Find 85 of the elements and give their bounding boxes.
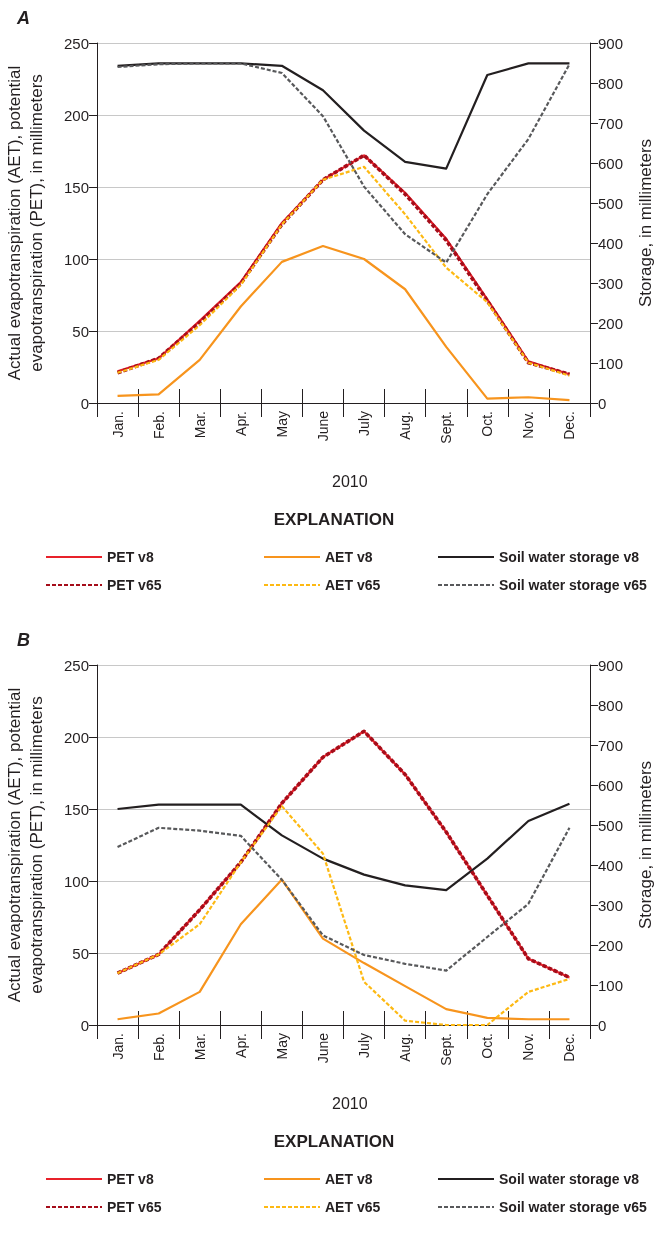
y2-tick-label: 400 xyxy=(598,234,624,252)
y2-tick-label: 600 xyxy=(598,776,624,794)
y-tick-label: 250 xyxy=(63,656,89,674)
y2-tick-label: 900 xyxy=(598,34,624,52)
y-axis-title: Actual evapotranspiration (AET), potential evapotranspiration (PET), in millimeters xyxy=(4,65,46,381)
y-tick-label: 200 xyxy=(63,728,89,746)
x-tick-label: Feb. xyxy=(150,1033,167,1062)
y2-tick-label: 200 xyxy=(598,936,624,954)
x-tick-label: Nov. xyxy=(520,411,537,439)
x-tick-label: Aug. xyxy=(397,411,414,440)
y-axis-title: Actual evapotranspiration (AET), potential evapotranspiration (PET), in millimeters xyxy=(4,687,46,1003)
legend-label: PET v8 xyxy=(107,549,154,565)
x-tick-label: Mar. xyxy=(191,411,208,439)
y2-tick-label: 200 xyxy=(598,314,624,332)
line-series xyxy=(116,62,571,170)
x-tick-label: Aug. xyxy=(397,1033,414,1062)
line-series xyxy=(116,826,571,972)
line-series xyxy=(116,244,571,402)
x-tick-label: Sept. xyxy=(438,1033,455,1066)
x-tick-label: Jan. xyxy=(109,1033,126,1060)
x-tick-label: May xyxy=(273,1033,290,1060)
x-tick-label: May xyxy=(273,411,290,438)
y2-tick-label: 400 xyxy=(598,856,624,874)
x-tick-label: Feb. xyxy=(150,411,167,440)
line-series xyxy=(116,878,571,1021)
y-tick-label: 50 xyxy=(72,944,89,962)
legend-label: Soil water storage v65 xyxy=(499,577,648,593)
y-tick-label: 100 xyxy=(63,250,89,268)
x-tick-label: Apr. xyxy=(232,1033,249,1058)
y2-axis-title: Storage, in millimeters xyxy=(635,760,655,930)
y2-tick-label: 500 xyxy=(598,816,624,834)
legend-label: PET v65 xyxy=(107,577,162,593)
x-tick-label: Dec. xyxy=(561,1033,578,1062)
line-series xyxy=(116,805,571,1027)
legend-label: AET v65 xyxy=(325,577,381,593)
y-tick-label: 0 xyxy=(80,394,89,412)
legend-label: AET v65 xyxy=(325,1199,381,1215)
y2-tick-label: 800 xyxy=(598,74,624,92)
y2-tick-label: 100 xyxy=(598,354,624,372)
line-series xyxy=(116,62,571,264)
y2-tick-label: 100 xyxy=(598,976,624,994)
x-tick-label: June xyxy=(314,1032,331,1064)
x-tick-label: Nov. xyxy=(520,1033,537,1061)
x-axis-title: 2010 xyxy=(332,1094,368,1112)
y2-axis-title: Storage, in millimeters xyxy=(635,138,655,308)
y2-tick-label: 300 xyxy=(598,896,624,914)
x-tick-label: Dec. xyxy=(561,411,578,440)
y2-tick-label: 800 xyxy=(598,696,624,714)
x-tick-label: June xyxy=(314,410,331,442)
legend-label: Soil water storage v8 xyxy=(499,1171,640,1187)
y2-tick-label: 0 xyxy=(598,1016,607,1034)
legend-label: AET v8 xyxy=(325,1171,373,1187)
y-tick-label: 50 xyxy=(72,322,89,340)
y2-tick-label: 700 xyxy=(598,114,624,132)
x-tick-label: Sept. xyxy=(438,411,455,444)
line-series xyxy=(116,802,571,892)
x-tick-label: Mar. xyxy=(191,1033,208,1061)
x-tick-label: Oct. xyxy=(479,1033,496,1059)
y-tick-label: 250 xyxy=(63,34,89,52)
legend-label: PET v8 xyxy=(107,1171,154,1187)
y2-tick-label: 600 xyxy=(598,154,624,172)
y-tick-label: 100 xyxy=(63,872,89,890)
y-tick-label: 150 xyxy=(63,178,89,196)
x-tick-label: Apr. xyxy=(232,411,249,436)
y-tick-label: 150 xyxy=(63,800,89,818)
y-tick-label: 200 xyxy=(63,106,89,124)
y2-tick-label: 900 xyxy=(598,656,624,674)
x-tick-label: Oct. xyxy=(479,411,496,437)
x-tick-label: July xyxy=(356,411,373,436)
legend-label: Soil water storage v8 xyxy=(499,549,640,565)
y2-tick-label: 0 xyxy=(598,394,607,412)
y2-tick-label: 500 xyxy=(598,194,624,212)
y2-tick-label: 300 xyxy=(598,274,624,292)
x-tick-label: July xyxy=(356,1033,373,1058)
legend-label: Soil water storage v65 xyxy=(499,1199,648,1215)
y2-tick-label: 700 xyxy=(598,736,624,754)
legend-label: AET v8 xyxy=(325,549,373,565)
legend-title: EXPLANATION xyxy=(273,510,395,529)
legend-title: EXPLANATION xyxy=(273,1132,395,1151)
y-tick-label: 0 xyxy=(80,1016,89,1034)
legend-label: PET v65 xyxy=(107,1199,162,1215)
x-axis-title: 2010 xyxy=(332,472,368,490)
chart-title: B xyxy=(17,630,30,650)
x-tick-label: Jan. xyxy=(109,411,126,438)
chart-title: A xyxy=(16,8,30,28)
